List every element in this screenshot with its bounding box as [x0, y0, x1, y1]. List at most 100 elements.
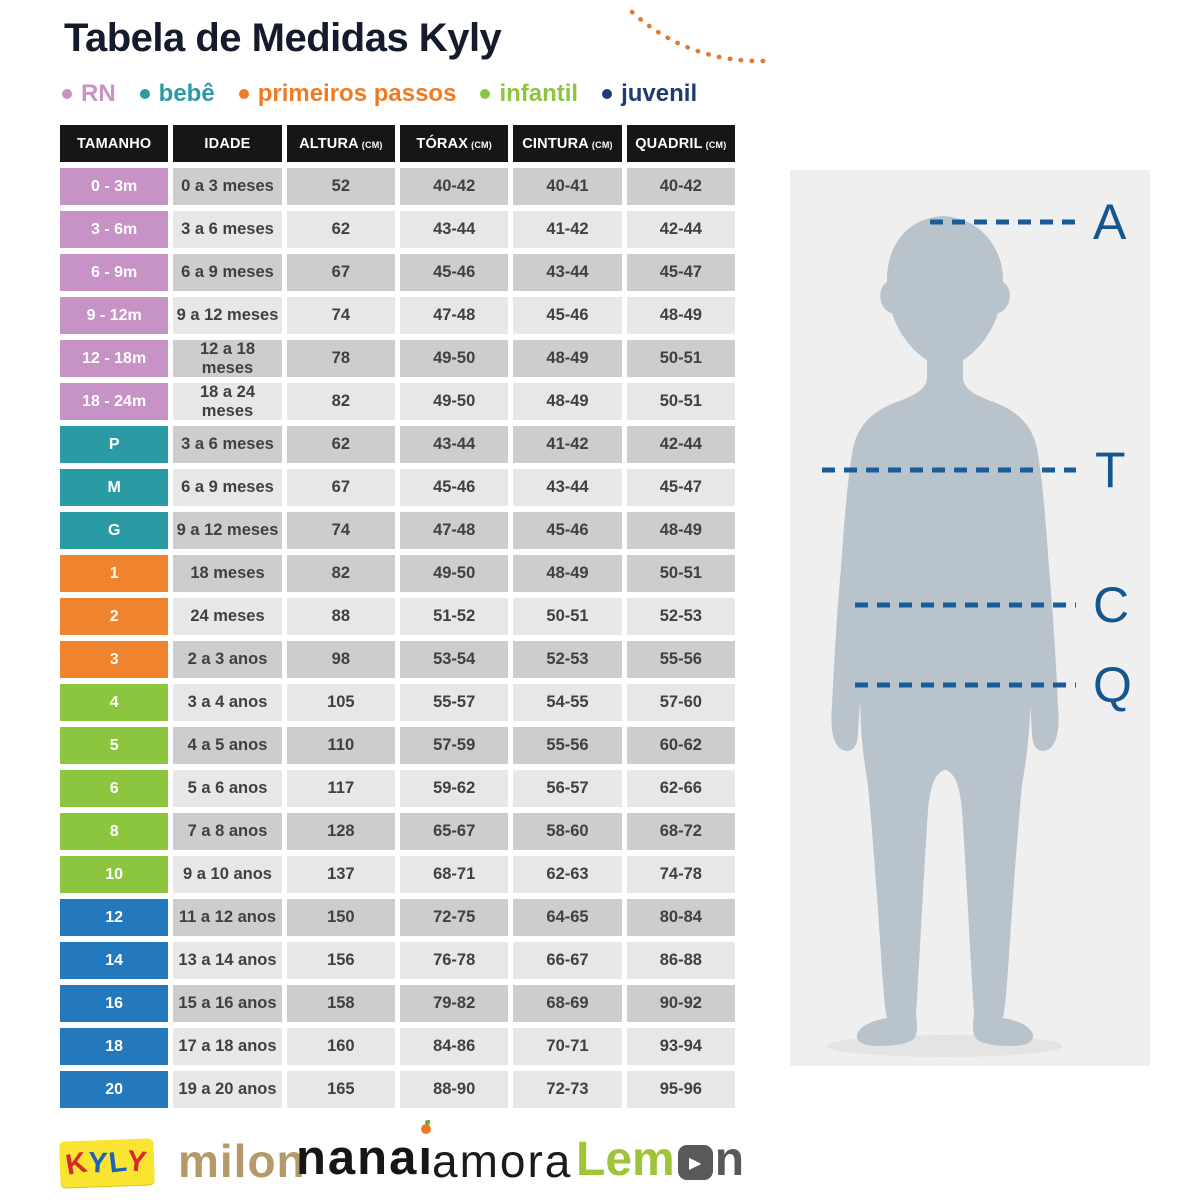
altura-cell: 165 [286, 1071, 395, 1108]
measure-label-torax: T [1095, 442, 1126, 498]
header-label: IDADE [204, 135, 251, 152]
quadril-cell: 45-47 [626, 469, 735, 506]
header-label: TÓRAX [416, 135, 469, 152]
torax-cell: 59-62 [400, 770, 509, 807]
quadril-cell: 55-56 [626, 641, 735, 678]
altura-cell: 74 [286, 297, 395, 334]
torax-cell: 53-54 [400, 641, 509, 678]
torax-cell: 84-86 [400, 1028, 509, 1065]
torax-cell: 45-46 [400, 469, 509, 506]
measure-label-altura: A [1093, 194, 1127, 250]
child-silhouette-figure: A T C Q [822, 194, 1132, 1057]
idade-cell: 24 meses [173, 598, 282, 635]
altura-cell: 62 [286, 211, 395, 248]
size-cell: 12 [60, 899, 169, 936]
quadril-cell: 45-47 [626, 254, 735, 291]
kyly-letter: Y [125, 1144, 150, 1179]
cintura-cell: 45-46 [513, 297, 622, 334]
cintura-cell: 43-44 [513, 469, 622, 506]
legend-label: bebê [158, 80, 215, 107]
idade-cell: 9 a 12 meses [173, 512, 282, 549]
torax-cell: 49-50 [400, 383, 509, 420]
altura-cell: 82 [286, 383, 395, 420]
idade-cell: 3 a 6 meses [173, 426, 282, 463]
table-header-quadril: QUADRIL (CM) [626, 125, 735, 162]
quadril-cell: 50-51 [626, 340, 735, 377]
size-cell: 20 [60, 1071, 169, 1108]
header-unit: (CM) [591, 140, 613, 150]
legend-item-rn: RN [62, 80, 116, 108]
lemon-text-pre: Lem [576, 1133, 675, 1186]
torax-cell: 79-82 [400, 985, 509, 1022]
legend-label: primeiros passos [257, 80, 457, 107]
size-cell: 14 [60, 942, 169, 979]
idade-cell: 17 a 18 anos [173, 1028, 282, 1065]
altura-cell: 160 [286, 1028, 395, 1065]
figure-panel: A T C Q [790, 170, 1150, 1066]
size-cell: 3 [60, 641, 169, 678]
dotted-arc-decoration [629, 9, 767, 64]
idade-cell: 5 a 6 anos [173, 770, 282, 807]
idade-cell: 0 a 3 meses [173, 168, 282, 205]
size-cell: 1 [60, 555, 169, 592]
size-cell: 10 [60, 856, 169, 893]
cintura-cell: 41-42 [513, 211, 622, 248]
header-unit: (CM) [361, 140, 383, 150]
torax-cell: 49-50 [400, 340, 509, 377]
idade-cell: 9 a 10 anos [173, 856, 282, 893]
quadril-cell: 86-88 [626, 942, 735, 979]
size-cell: 12 - 18m [60, 340, 169, 377]
legend-item-primeiros-passos: primeiros passos [238, 80, 457, 108]
table-header-tórax: TÓRAX (CM) [400, 125, 509, 162]
quadril-cell: 62-66 [626, 770, 735, 807]
torax-cell: 57-59 [400, 727, 509, 764]
altura-cell: 158 [286, 985, 395, 1022]
quadril-cell: 80-84 [626, 899, 735, 936]
table-header-cintura: CINTURA (CM) [513, 125, 622, 162]
altura-cell: 74 [286, 512, 395, 549]
idade-cell: 18 meses [173, 555, 282, 592]
altura-cell: 105 [286, 684, 395, 721]
milon-logo: milon [178, 1135, 306, 1187]
idade-cell: 18 a 24 meses [173, 383, 282, 420]
nanai-apple-icon [421, 1120, 432, 1134]
idade-cell: 13 a 14 anos [173, 942, 282, 979]
legend-dot-icon [602, 89, 613, 99]
cintura-cell: 58-60 [513, 813, 622, 850]
cintura-cell: 41-42 [513, 426, 622, 463]
header-unit: (CM) [705, 140, 727, 150]
size-cell: 4 [60, 684, 169, 721]
size-cell: 9 - 12m [60, 297, 169, 334]
header-label: ALTURA [299, 135, 359, 152]
cintura-cell: 43-44 [513, 254, 622, 291]
altura-cell: 98 [286, 641, 395, 678]
quadril-cell: 42-44 [626, 211, 735, 248]
kyly-letter: Y [87, 1146, 110, 1180]
size-cell: 3 - 6m [60, 211, 169, 248]
altura-cell: 156 [286, 942, 395, 979]
size-cell: 6 [60, 770, 169, 807]
cintura-cell: 64-65 [513, 899, 622, 936]
legend-dot-icon [238, 89, 249, 99]
table-header-idade: IDADE [173, 125, 282, 162]
idade-cell: 2 a 3 anos [173, 641, 282, 678]
cintura-cell: 62-63 [513, 856, 622, 893]
size-cell: 0 - 3m [60, 168, 169, 205]
idade-cell: 3 a 4 anos [173, 684, 282, 721]
lemon-text-post: n [714, 1133, 745, 1186]
table-header-altura: ALTURA (CM) [286, 125, 395, 162]
table-header-tamanho: TAMANHO [60, 125, 169, 162]
torax-cell: 55-57 [400, 684, 509, 721]
cintura-cell: 55-56 [513, 727, 622, 764]
altura-cell: 52 [286, 168, 395, 205]
header-label: CINTURA [522, 135, 589, 152]
size-table: TAMANHO IDADE ALTURA (CM) TÓRAX (CM) CINTURA (C… [60, 125, 735, 1108]
cintura-cell: 56-57 [513, 770, 622, 807]
size-cell: 16 [60, 985, 169, 1022]
page-title: Tabela de Medidas Kyly [64, 16, 502, 60]
quadril-cell: 52-53 [626, 598, 735, 635]
quadril-cell: 90-92 [626, 985, 735, 1022]
altura-cell: 137 [286, 856, 395, 893]
legend: RN bebê primeiros passos infantil juvenil [62, 80, 697, 108]
size-cell: 5 [60, 727, 169, 764]
